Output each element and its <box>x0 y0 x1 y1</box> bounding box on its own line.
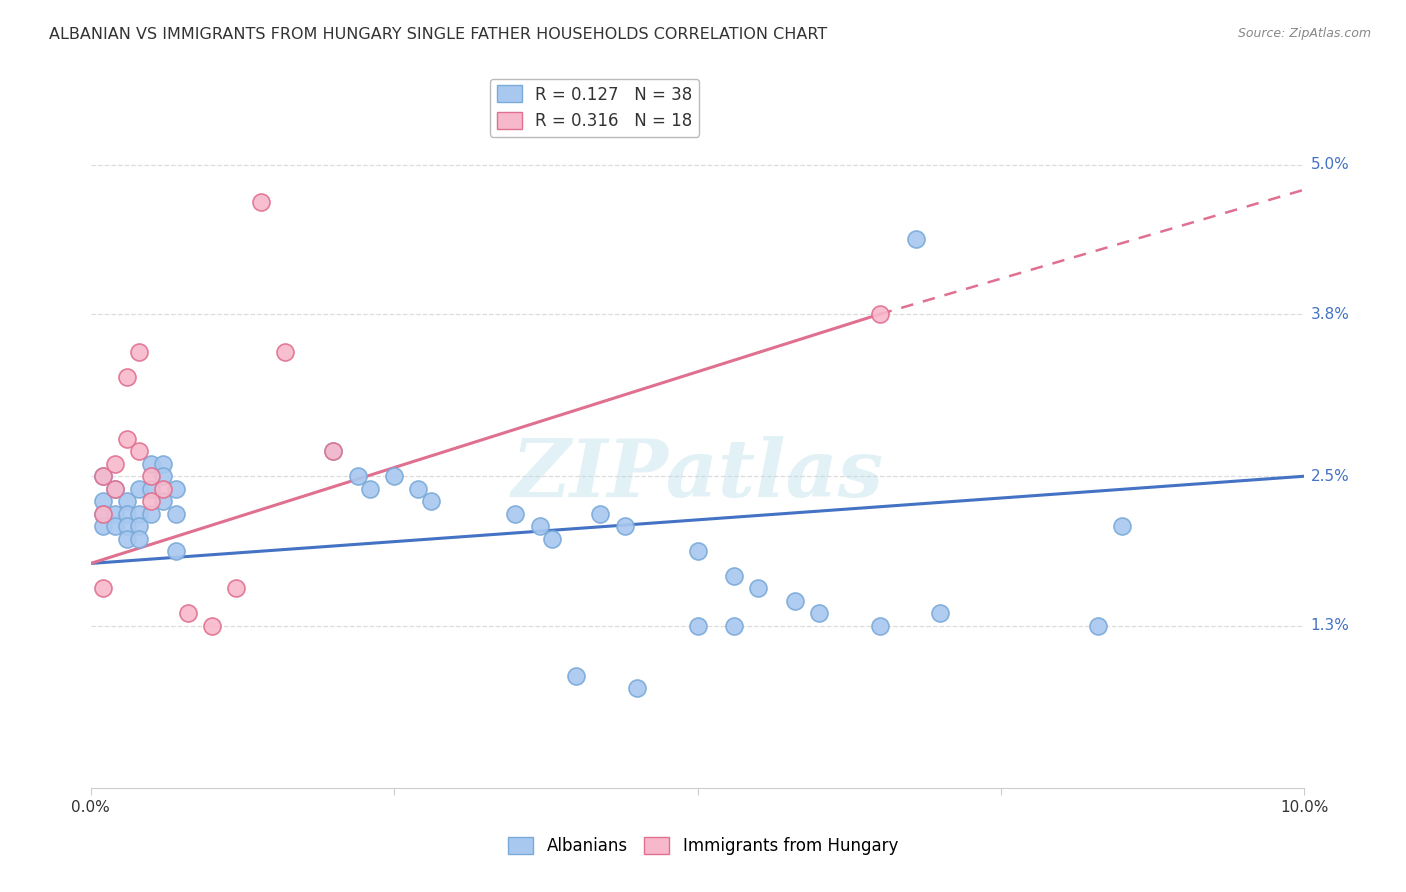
Point <box>141 507 163 521</box>
Point <box>104 519 127 533</box>
Text: ZIPatlas: ZIPatlas <box>512 436 883 514</box>
Point <box>589 507 612 521</box>
Point <box>1111 519 1133 533</box>
Text: Source: ZipAtlas.com: Source: ZipAtlas.com <box>1237 27 1371 40</box>
Point <box>905 232 928 246</box>
Point <box>91 469 114 483</box>
Point <box>201 619 224 633</box>
Point <box>91 507 114 521</box>
Point <box>115 432 138 446</box>
Point <box>141 482 163 496</box>
Point <box>152 457 174 471</box>
Point <box>152 494 174 508</box>
Point <box>128 507 150 521</box>
Text: 2.5%: 2.5% <box>1310 468 1350 483</box>
Point <box>869 619 891 633</box>
Point <box>1087 619 1109 633</box>
Point <box>322 444 344 458</box>
Text: 5.0%: 5.0% <box>1310 157 1350 172</box>
Point <box>128 444 150 458</box>
Text: 3.8%: 3.8% <box>1310 307 1350 322</box>
Point <box>346 469 368 483</box>
Point <box>419 494 441 508</box>
Point <box>249 195 271 210</box>
Point <box>408 482 430 496</box>
Point <box>165 544 187 558</box>
Point <box>115 519 138 533</box>
Point <box>929 607 952 621</box>
Point <box>165 507 187 521</box>
Point <box>115 369 138 384</box>
Point <box>613 519 636 533</box>
Point <box>104 507 127 521</box>
Point <box>626 681 648 695</box>
Point <box>91 494 114 508</box>
Point <box>225 582 247 596</box>
Point <box>274 344 297 359</box>
Point <box>783 594 806 608</box>
Point <box>565 668 588 682</box>
Text: ALBANIAN VS IMMIGRANTS FROM HUNGARY SINGLE FATHER HOUSEHOLDS CORRELATION CHART: ALBANIAN VS IMMIGRANTS FROM HUNGARY SING… <box>49 27 828 42</box>
Legend: Albanians, Immigrants from Hungary: Albanians, Immigrants from Hungary <box>502 830 904 862</box>
Point <box>128 519 150 533</box>
Point <box>723 619 745 633</box>
Point <box>177 607 200 621</box>
Point <box>152 469 174 483</box>
Point <box>128 482 150 496</box>
Point <box>141 457 163 471</box>
Point <box>382 469 405 483</box>
Point <box>322 444 344 458</box>
Point <box>529 519 551 533</box>
Point <box>91 507 114 521</box>
Point <box>128 532 150 546</box>
Point <box>141 469 163 483</box>
Point <box>115 494 138 508</box>
Point <box>165 482 187 496</box>
Point <box>807 607 830 621</box>
Point <box>152 482 174 496</box>
Point <box>869 307 891 321</box>
Legend: R = 0.127   N = 38, R = 0.316   N = 18: R = 0.127 N = 38, R = 0.316 N = 18 <box>489 78 699 136</box>
Point <box>505 507 527 521</box>
Point <box>686 544 709 558</box>
Point <box>104 482 127 496</box>
Point <box>104 457 127 471</box>
Point <box>115 507 138 521</box>
Point <box>91 519 114 533</box>
Point <box>686 619 709 633</box>
Text: 1.3%: 1.3% <box>1310 618 1350 633</box>
Point <box>359 482 381 496</box>
Point <box>141 494 163 508</box>
Point <box>747 582 769 596</box>
Point <box>128 344 150 359</box>
Point <box>115 532 138 546</box>
Point <box>723 569 745 583</box>
Point <box>541 532 564 546</box>
Point <box>104 482 127 496</box>
Point <box>91 469 114 483</box>
Point <box>91 582 114 596</box>
